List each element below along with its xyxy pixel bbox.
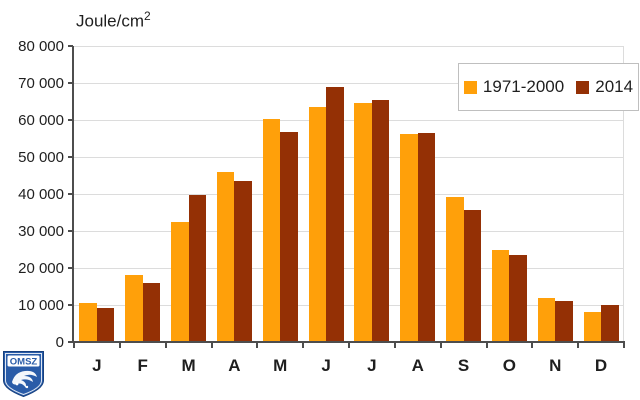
bar-1971-2000-M4 bbox=[262, 118, 281, 342]
bar-1971-2000-A7 bbox=[400, 133, 418, 342]
bar-1971-2000-D11 bbox=[583, 311, 602, 342]
bar-1971-2000-A3 bbox=[216, 172, 235, 342]
bar-2014-J0 bbox=[96, 307, 115, 342]
bar-2014-M2 bbox=[188, 195, 207, 342]
plot-area bbox=[74, 46, 624, 342]
x-tick-label-D11: D bbox=[594, 356, 608, 375]
gridline-30000 bbox=[74, 231, 624, 232]
chart-title-text: Joule/cm bbox=[76, 11, 145, 31]
gridline-20000 bbox=[74, 268, 624, 269]
x-axis-tick bbox=[393, 343, 396, 348]
legend-item-1971-2000: 1971-2000 bbox=[463, 77, 565, 97]
x-tick-label-A7: A bbox=[411, 356, 424, 375]
bar-2014-F1 bbox=[142, 283, 161, 342]
bar-1971-2000-J5 bbox=[308, 107, 327, 342]
y-tick-label: 80 000 bbox=[18, 38, 64, 55]
gridline-60000 bbox=[74, 120, 624, 121]
bar-2014-J6 bbox=[371, 100, 390, 342]
bar-1971-2000-S8 bbox=[446, 197, 464, 342]
y-axis-tick bbox=[68, 45, 73, 47]
y-axis-tick bbox=[68, 341, 73, 343]
y-axis-tick bbox=[68, 119, 73, 121]
gridline-50000 bbox=[74, 157, 624, 158]
legend-label-series2: 2014 bbox=[595, 77, 634, 96]
bar-1971-2000-O9 bbox=[491, 249, 510, 342]
y-tick-label: 10 000 bbox=[18, 297, 64, 314]
x-axis-tick bbox=[531, 343, 534, 348]
bar-2014-A7 bbox=[417, 132, 436, 342]
x-axis-tick bbox=[348, 343, 350, 348]
legend-label-series1: 1971-2000 bbox=[482, 77, 565, 96]
x-tick-label-O9: O bbox=[502, 356, 517, 375]
y-axis-tick bbox=[68, 267, 73, 269]
legend-swatch-series2 bbox=[576, 80, 590, 94]
omsz-logo: OMSZ bbox=[3, 351, 44, 397]
x-axis-tick bbox=[164, 343, 167, 348]
gridline-80000 bbox=[74, 46, 624, 47]
bar-2014-D11 bbox=[601, 304, 619, 342]
x-tick-label-M2: M bbox=[181, 356, 196, 375]
bar-2014-A3 bbox=[234, 181, 252, 342]
gridline-70000 bbox=[74, 83, 624, 84]
y-tick-label: 30 000 bbox=[18, 223, 64, 240]
x-tick-label-F1: F bbox=[137, 356, 148, 375]
y-axis-tick bbox=[68, 82, 73, 84]
bar-1971-2000-M2 bbox=[171, 222, 189, 342]
bar-2014-M4 bbox=[280, 132, 298, 342]
x-axis-tick bbox=[256, 343, 259, 348]
y-axis-tick bbox=[68, 193, 73, 195]
gridline-10000 bbox=[74, 305, 624, 306]
x-tick-label-J5: J bbox=[321, 356, 331, 375]
y-tick-label: 40 000 bbox=[18, 186, 64, 203]
y-axis-tick bbox=[68, 230, 73, 232]
y-tick-label: 20 000 bbox=[18, 260, 64, 277]
x-axis-tick bbox=[577, 343, 580, 348]
legend-item-2014: 2014 bbox=[576, 77, 633, 97]
chart-title-superscript: 2 bbox=[144, 9, 151, 23]
x-axis-tick bbox=[118, 343, 121, 348]
bar-2014-J5 bbox=[326, 87, 344, 342]
x-axis-tick bbox=[439, 343, 442, 348]
x-axis-tick bbox=[210, 343, 213, 348]
legend: 1971-2000 2014 bbox=[458, 63, 639, 111]
y-axis-line bbox=[72, 46, 74, 343]
bar-1971-2000-J6 bbox=[354, 102, 372, 342]
chart-title: Joule/cm2 bbox=[76, 9, 151, 32]
y-tick-label: 0 bbox=[55, 334, 64, 351]
y-axis-tick bbox=[68, 156, 73, 158]
x-tick-label-A3: A bbox=[228, 356, 241, 375]
y-tick-label: 50 000 bbox=[18, 149, 64, 166]
x-tick-label-J6: J bbox=[367, 356, 377, 375]
bar-2014-N10 bbox=[555, 301, 573, 342]
legend-swatch-series1 bbox=[463, 80, 477, 94]
bar-1971-2000-N10 bbox=[537, 298, 556, 342]
x-axis-tick bbox=[73, 343, 75, 348]
omsz-logo-text: OMSZ bbox=[10, 357, 38, 368]
x-axis-line bbox=[68, 341, 625, 343]
x-tick-label-J0: J bbox=[92, 356, 102, 375]
y-tick-label: 60 000 bbox=[18, 112, 64, 129]
x-axis-tick bbox=[302, 343, 305, 348]
y-axis-tick bbox=[68, 304, 73, 306]
bar-1971-2000-F1 bbox=[125, 275, 143, 342]
x-tick-label-S8: S bbox=[457, 356, 470, 375]
x-axis-tick bbox=[485, 343, 488, 348]
gridline-40000 bbox=[74, 194, 624, 195]
bar-2014-S8 bbox=[463, 209, 482, 342]
x-axis-tick bbox=[623, 343, 625, 348]
x-tick-label-M4: M bbox=[273, 356, 288, 375]
bar-1971-2000-J0 bbox=[79, 302, 97, 342]
x-tick-label-N10: N bbox=[549, 356, 562, 375]
bar-2014-O9 bbox=[509, 254, 527, 342]
y-tick-label: 70 000 bbox=[18, 75, 64, 92]
